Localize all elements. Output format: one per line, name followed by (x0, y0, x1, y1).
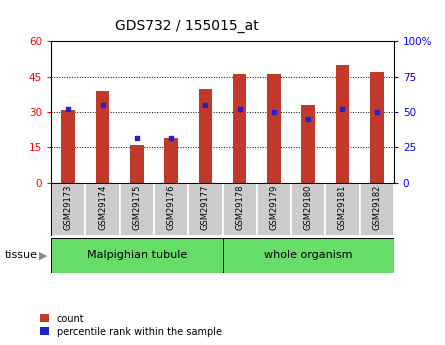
Bar (164, 138, 178, 183)
Text: GSM29177: GSM29177 (201, 184, 210, 230)
Bar (301, 105, 315, 183)
Point (271, 109, 278, 115)
Text: GSM29179: GSM29179 (269, 184, 279, 230)
Bar (120, 183, 154, 236)
Bar (222, 238, 394, 273)
Bar (154, 183, 188, 236)
Bar (233, 75, 247, 183)
Text: Malpighian tubule: Malpighian tubule (87, 250, 187, 260)
Text: whole organism: whole organism (264, 250, 352, 260)
Point (236, 107, 243, 112)
Point (168, 135, 175, 140)
Bar (222, 183, 257, 236)
Text: GSM29182: GSM29182 (372, 184, 381, 230)
Bar (370, 72, 384, 183)
Bar (198, 89, 212, 183)
Bar (188, 183, 222, 236)
Point (305, 116, 312, 122)
Text: GSM29181: GSM29181 (338, 184, 347, 230)
Bar (291, 183, 325, 236)
Bar (96, 91, 109, 183)
Bar (360, 183, 394, 236)
Point (202, 102, 209, 108)
Text: tissue: tissue (4, 250, 37, 260)
Bar (257, 183, 291, 236)
Bar (85, 183, 120, 236)
Bar (61, 110, 75, 183)
Text: GSM29180: GSM29180 (303, 184, 313, 230)
Text: GDS732 / 155015_at: GDS732 / 155015_at (115, 19, 259, 33)
Bar (51, 238, 223, 273)
Text: GSM29173: GSM29173 (64, 184, 73, 230)
Text: GSM29176: GSM29176 (166, 184, 176, 230)
Bar (267, 75, 281, 183)
Point (65, 107, 72, 112)
Bar (51, 183, 85, 236)
Text: GSM29175: GSM29175 (132, 184, 142, 230)
Text: GSM29174: GSM29174 (98, 184, 107, 230)
Point (99, 102, 106, 108)
Bar (130, 145, 144, 183)
Legend: count, percentile rank within the sample: count, percentile rank within the sample (40, 314, 222, 337)
Text: ▶: ▶ (39, 250, 48, 260)
Point (134, 135, 141, 140)
Bar (336, 65, 349, 183)
Bar (325, 183, 360, 236)
Point (339, 107, 346, 112)
Text: GSM29178: GSM29178 (235, 184, 244, 230)
Point (373, 109, 380, 115)
